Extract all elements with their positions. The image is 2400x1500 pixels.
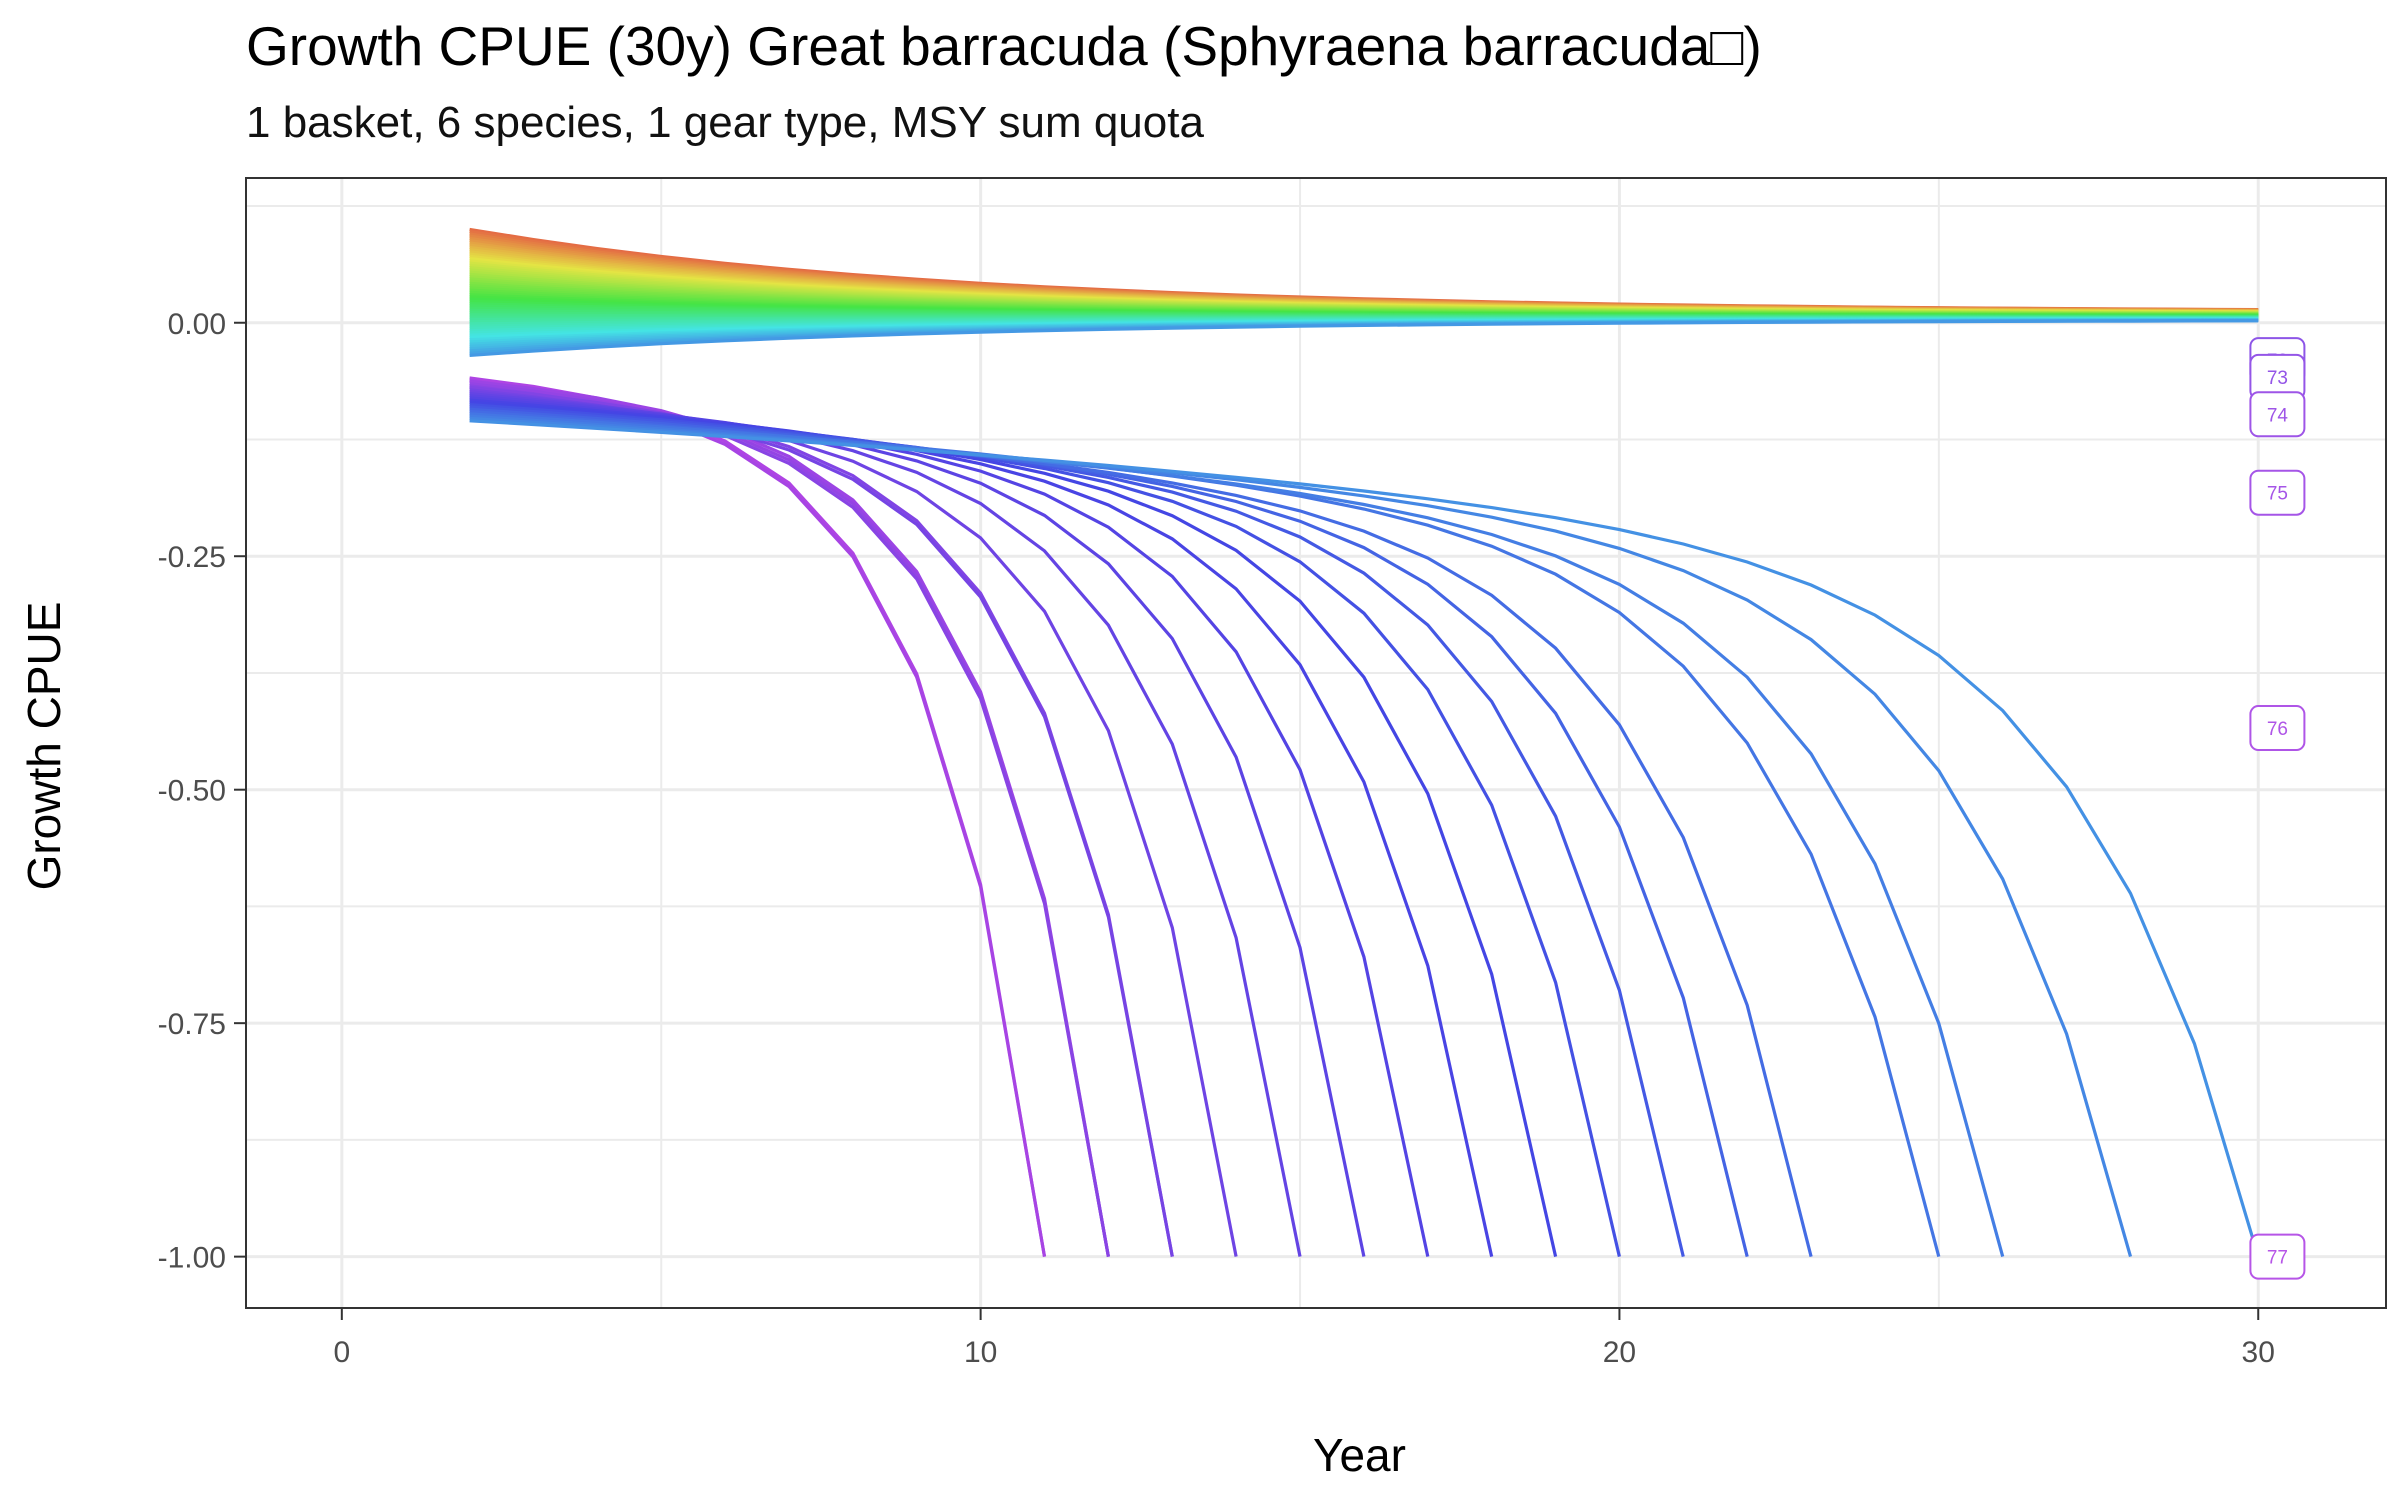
chart-title: Growth CPUE (30y) Great barracuda (Sphyr… xyxy=(246,15,1762,77)
series-line xyxy=(469,403,1621,1257)
plot-panel-border xyxy=(245,177,2387,1309)
series-line xyxy=(469,405,1685,1257)
end-label-box xyxy=(2249,705,2306,752)
x-tick-label: 30 xyxy=(2242,1336,2275,1369)
end-label-text: 77 xyxy=(2267,1248,2288,1269)
y-tick-label: 0.00 xyxy=(168,308,226,341)
series-layer xyxy=(469,227,2260,1258)
end-label-box xyxy=(2249,391,2306,438)
series-line xyxy=(469,392,1302,1257)
chart-subtitle: 1 basket, 6 species, 1 gear type, MSY su… xyxy=(246,98,1204,147)
end-label-text: 75 xyxy=(2267,484,2288,505)
y-tick-label: -0.25 xyxy=(158,541,226,574)
y-tick-label: -0.50 xyxy=(158,775,226,808)
end-label-text: 76 xyxy=(2267,719,2288,740)
series-line xyxy=(469,379,1110,1257)
x-axis-title: Year xyxy=(1313,1429,1406,1481)
series-line xyxy=(469,419,2260,1258)
x-tick-label: 10 xyxy=(964,1336,997,1369)
series-line xyxy=(469,384,1110,1257)
axis-layer: 0 10 20 30 0.00 -0.25 -0.50 -0.75 -1.00 xyxy=(158,308,2275,1369)
end-label-text: 74 xyxy=(2267,405,2289,426)
y-tick-label: -0.75 xyxy=(158,1008,226,1041)
series-line xyxy=(469,400,1558,1257)
series-line xyxy=(469,382,1110,1257)
end-label-text: 73 xyxy=(2267,368,2288,389)
end-label-box xyxy=(2249,1233,2306,1280)
series-line xyxy=(469,378,1047,1257)
x-tick-label: 20 xyxy=(1603,1336,1636,1369)
series-line xyxy=(469,390,1238,1257)
series-line xyxy=(469,319,2259,357)
series-line xyxy=(469,396,1430,1257)
end-labels-layer: 727374757677 xyxy=(2249,337,2306,1280)
series-line xyxy=(469,414,2005,1258)
series-line xyxy=(469,407,1749,1257)
end-label-box xyxy=(2249,469,2306,516)
x-tick-label: 0 xyxy=(333,1336,350,1369)
y-tick-label: -1.00 xyxy=(158,1242,226,1275)
series-line xyxy=(469,398,1494,1257)
series-line xyxy=(469,412,1941,1258)
